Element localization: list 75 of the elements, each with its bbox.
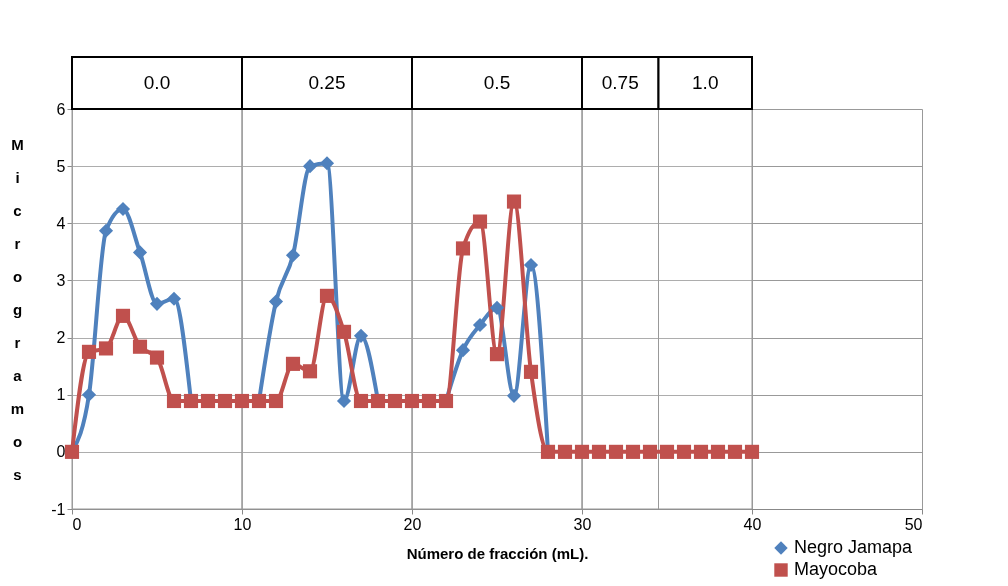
point [98, 223, 114, 238]
legend-label: Negro Jamapa [794, 537, 914, 557]
point [659, 444, 675, 459]
point [166, 291, 182, 306]
point [574, 444, 590, 459]
y-tick-label: 2 [56, 329, 66, 347]
x-tick-label: 0 [72, 515, 82, 533]
point [98, 341, 114, 356]
y-tick-label: 6 [56, 100, 66, 118]
band-label: 0.25 [308, 72, 346, 93]
x-tick-label: 50 [904, 515, 923, 533]
point [81, 387, 97, 402]
text: Microgramos [10, 135, 25, 483]
point [455, 343, 471, 358]
point [115, 201, 131, 217]
band-label: 0.5 [483, 72, 511, 93]
point [353, 328, 369, 343]
point [489, 300, 505, 315]
point [115, 308, 131, 323]
point [608, 444, 624, 459]
point [710, 444, 726, 459]
band-label: 0.75 [601, 72, 639, 93]
point [642, 444, 658, 459]
point [353, 393, 369, 409]
point [455, 241, 471, 256]
point [472, 214, 488, 229]
point [472, 317, 488, 333]
point [166, 393, 182, 409]
x-tick-label: 10 [233, 515, 252, 533]
point [149, 296, 165, 311]
point [421, 393, 437, 409]
band-label: 0.0 [143, 72, 171, 93]
point [557, 444, 573, 459]
point [217, 393, 233, 409]
point [302, 364, 318, 379]
point [302, 159, 318, 174]
point [727, 444, 743, 459]
y-tick-label: 0 [56, 443, 66, 461]
point [523, 364, 539, 379]
x-tick-label: 40 [743, 515, 762, 533]
y-tick-label: 1 [56, 386, 66, 404]
point [404, 393, 420, 409]
point [285, 248, 301, 263]
point [489, 347, 505, 362]
point [591, 444, 607, 459]
point [285, 356, 301, 371]
point [523, 257, 539, 273]
point [200, 393, 216, 409]
point [506, 388, 522, 403]
point [744, 444, 760, 459]
point [387, 393, 403, 409]
y-tick-label: 3 [56, 271, 66, 289]
legend-label: Mayocoba [794, 559, 879, 579]
point [336, 324, 352, 339]
point [234, 393, 250, 409]
point [268, 393, 284, 409]
x-tick-label: 20 [403, 515, 422, 533]
point [625, 444, 641, 459]
point [319, 156, 335, 171]
point [132, 339, 148, 354]
y-tick-label: 5 [56, 157, 66, 175]
point [336, 393, 352, 409]
x-axis-title: Número de fracción (mL). [406, 544, 589, 562]
x-tick-label: 30 [573, 515, 592, 533]
point [506, 194, 522, 209]
point [81, 344, 97, 359]
band-label: 1.0 [692, 72, 719, 93]
point [132, 245, 148, 260]
y-tick-label: -1 [51, 500, 66, 518]
point [268, 294, 284, 309]
point [149, 350, 165, 365]
point [693, 444, 709, 459]
point [319, 288, 335, 303]
y-tick-label: 4 [56, 214, 66, 232]
point [676, 444, 692, 459]
